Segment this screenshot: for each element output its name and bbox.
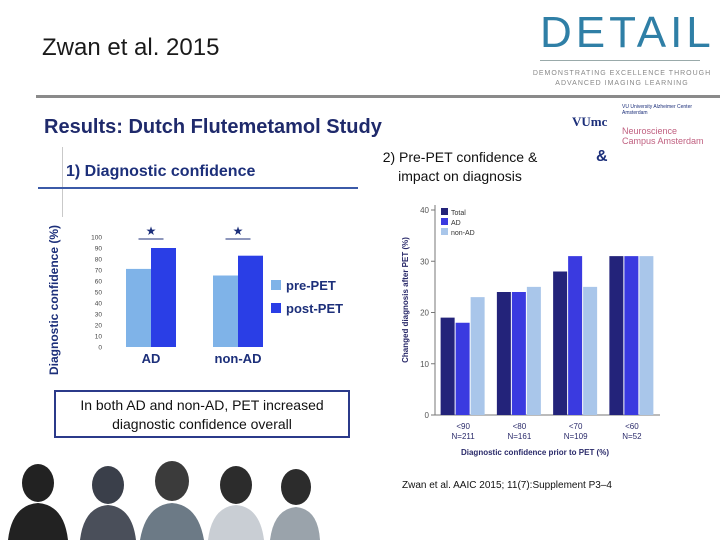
person-head-3 [155,461,189,501]
chart1-ytick: 0 [98,345,102,352]
person-head-4 [220,466,252,504]
chart2-bar-ad [568,256,583,415]
person-body-3 [140,503,204,540]
chart2-legend-swatch [441,208,448,215]
chart1-ytick: 60 [95,279,103,286]
person-head-1 [22,464,54,502]
chart1-ytick: 70 [95,268,103,275]
right-panel-title: 2) Pre-PET confidence & impact on diagno… [350,148,570,186]
person-head-5 [281,469,311,505]
chart1-significance-star: ★ [233,224,244,238]
chart2-ytick: 10 [420,360,429,369]
chart1-ylabel: Diagnostic confidence (%) [47,225,61,375]
chart1-legend-swatch [271,303,281,313]
left-panel-title: 1) Diagnostic confidence [66,163,256,180]
chart2-ytick: 0 [425,411,430,420]
chart1-bar-pre-pet [213,275,238,347]
chart2-category-label: <80 [513,422,527,431]
left-panel-rule [38,187,358,189]
chart2-bar-non-ad [526,286,541,415]
slide-title: Zwan et al. 2015 [42,34,220,61]
chart2-bar-total [496,292,511,415]
chart2-category-n: N=52 [622,432,642,441]
chart1-significance-star: ★ [146,224,157,238]
chart2-bar-ad [624,256,639,415]
left-panel-vrule [62,147,63,217]
slide-subtitle: Results: Dutch Flutemetamol Study [44,116,382,138]
people-silhouettes [8,461,320,540]
person-head-2 [92,466,124,504]
chart2-bar-ad [511,292,526,415]
chart1-ytick: 10 [95,334,103,341]
chart2-category-n: N=161 [507,432,531,441]
chart2-bar-ad [455,322,470,415]
chart2-category-n: N=211 [452,432,476,441]
chart2-legend-swatch [441,228,448,235]
chart2-ylabel: Changed diagnosis after PET (%) [401,237,410,363]
chart1-legend-swatch [271,280,281,290]
chart1-category-label: non-AD [215,351,262,366]
detail-logo: DETAIL [540,8,715,57]
chart1-bar-post-pet [238,255,263,347]
chart1-ytick: 40 [95,301,103,308]
person-body-2 [80,505,136,540]
chart1-ytick: 90 [95,246,103,253]
overlap-text: & [596,148,608,165]
chart1-bar-post-pet [151,248,176,347]
chart2-category-label: <60 [625,422,639,431]
chart2-legend-label: non-AD [451,230,475,237]
chart1-bar-pre-pet [126,268,151,347]
citation: Zwan et al. AAIC 2015; 11(7):Supplement … [402,480,612,491]
chart2-category-n: N=109 [564,432,588,441]
vumc-logo-text-2: Neuroscience Campus Amsterdam [622,126,704,146]
chart2-category-label: <90 [456,422,470,431]
person-body-5 [270,507,320,540]
chart1-ytick: 50 [95,290,103,297]
chart2-category-label: <70 [569,422,583,431]
chart2-ytick: 30 [420,257,429,266]
chart1-ytick: 80 [95,257,103,264]
chart2-bar-total [440,317,455,415]
chart2-bar-non-ad [470,297,485,415]
chart1-category-label: AD [142,351,161,366]
logo-tagline-2: ADVANCED IMAGING LEARNING [555,80,689,87]
person-body-1 [8,503,68,540]
chart2-bar-total [553,271,568,415]
chart1-ytick: 100 [91,235,102,242]
logo-tagline-1: DEMONSTRATING EXCELLENCE THROUGH [532,70,712,77]
logo-divider [540,60,700,61]
chart2-bar-total [609,256,624,415]
chart2-ytick: 40 [420,206,429,215]
person-body-4 [208,505,264,540]
chart2-legend-label: AD [451,220,461,227]
chart2-xlabel: Diagnostic confidence prior to PET (%) [461,448,609,457]
chart2-bar-non-ad [639,256,654,415]
chart1-legend-label: pre-PET [286,278,336,293]
chart2-legend-label: Total [451,210,466,217]
chart1-ytick: 20 [95,323,103,330]
header-divider [36,95,720,98]
callout-box: In both AD and non-AD, PET increased dia… [54,390,350,438]
chart2-bar-non-ad [583,286,598,415]
right-panel-title-line2: impact on diagnosis [398,168,522,184]
chart1-ytick: 30 [95,312,103,319]
chart1-legend-label: post-PET [286,301,343,316]
chart2-ytick: 20 [420,309,429,318]
chart2-legend-swatch [441,218,448,225]
right-panel-title-line1: 2) Pre-PET confidence & [382,149,538,165]
vumc-logo-text-1: VU University Alzheimer Center Amsterdam [622,104,693,116]
vumc-logo: VUmc [572,114,608,129]
